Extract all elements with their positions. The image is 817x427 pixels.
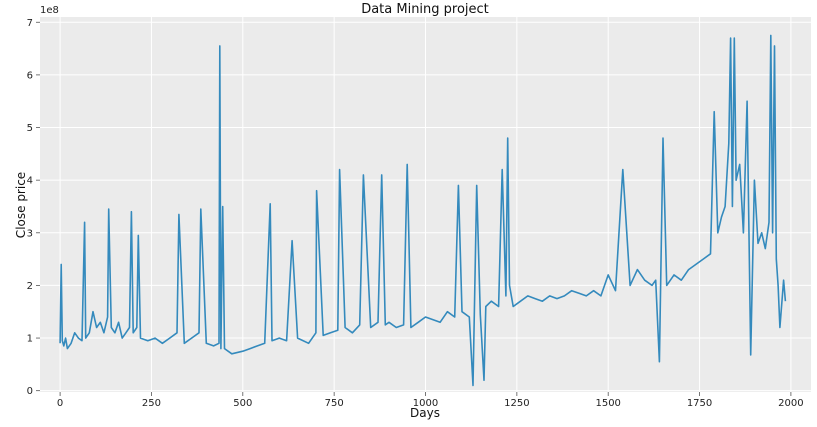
x-tick-label: 2000 (778, 398, 803, 409)
y-tick-label: 1 (27, 334, 33, 345)
y-tick-label: 5 (27, 123, 33, 134)
y-tick-label: 7 (27, 18, 33, 29)
close-price-line (59, 34, 787, 387)
y-axis-offset-label: 1e8 (40, 5, 59, 16)
x-tick-label: 250 (142, 398, 161, 409)
chart-title: Data Mining project (361, 2, 489, 17)
y-tick-label: 2 (27, 281, 33, 292)
x-tick-label: 1500 (595, 398, 620, 409)
y-axis-label: Close price (14, 172, 28, 238)
grid-lines (40, 17, 811, 392)
y-tick-label: 3 (27, 228, 33, 239)
y-axis-ticks: 0 1 2 3 4 5 6 7 (27, 18, 40, 397)
x-axis-label: Days (410, 406, 440, 420)
x-tick-label: 1250 (504, 398, 529, 409)
x-tick-label: 500 (233, 398, 252, 409)
x-tick-label: 750 (325, 398, 344, 409)
x-axis-ticks: 0 250 500 750 1000 1250 1500 1750 2000 (57, 392, 804, 409)
x-tick-label: 1750 (687, 398, 712, 409)
y-tick-label: 4 (27, 176, 33, 187)
x-tick-label: 1000 (413, 398, 438, 409)
y-tick-label: 0 (27, 386, 33, 397)
y-tick-label: 6 (27, 70, 33, 81)
x-tick-label: 0 (57, 398, 63, 409)
